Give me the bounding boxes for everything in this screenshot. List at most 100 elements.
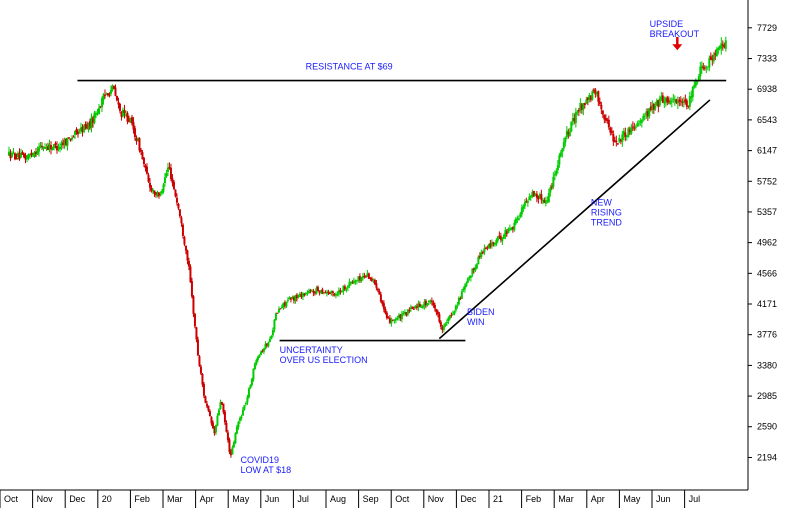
candle-body (643, 115, 646, 117)
candle-body (444, 323, 447, 326)
candle-body (690, 96, 693, 99)
candle-body (100, 98, 103, 108)
candle-body (153, 190, 156, 194)
candle-body (619, 139, 622, 142)
candle-body (159, 194, 162, 196)
x-tick-label: Jun (656, 494, 671, 504)
candle-body (258, 354, 261, 358)
candle-body (325, 292, 328, 294)
candle-body (378, 290, 381, 295)
candle-body (214, 425, 217, 433)
candle-body (601, 110, 604, 115)
candle-body (121, 109, 124, 116)
candle-body (403, 311, 406, 314)
candle-body (309, 290, 312, 292)
candle-body (385, 312, 388, 319)
candle-body (124, 114, 127, 116)
candle-body (615, 140, 618, 142)
candle-body (421, 305, 424, 308)
candle-body (318, 291, 321, 293)
candle-body (208, 411, 211, 417)
candle-body (63, 140, 66, 146)
candle-body (72, 136, 75, 138)
candle-body (472, 268, 475, 270)
candle-body (465, 282, 468, 287)
candle-body (561, 148, 564, 153)
candle-body (267, 342, 270, 347)
candle-body (568, 131, 571, 137)
candle-body (135, 138, 138, 142)
candle-body (183, 237, 186, 245)
candle-body (621, 134, 624, 142)
candle-body (336, 294, 339, 296)
candle-body (64, 138, 67, 145)
candle-body (700, 65, 703, 69)
x-tick-label: Oct (395, 494, 410, 504)
candles-layer (8, 36, 727, 458)
candle-body (358, 276, 361, 281)
y-tick-label: 4171 (757, 299, 777, 309)
candle-body (349, 282, 352, 284)
candle-body (157, 192, 160, 197)
candle-body (216, 415, 219, 426)
candle-body (705, 66, 708, 68)
candle-body (18, 152, 21, 160)
candle-body (105, 93, 108, 95)
candle-body (346, 285, 349, 288)
candle-body (199, 366, 202, 374)
candle-body (715, 49, 718, 57)
candle-body (30, 152, 33, 156)
candle-body (678, 99, 681, 102)
candle-body (361, 276, 364, 279)
candle-body (372, 279, 375, 281)
candle-body (576, 111, 579, 113)
trend-lines-layer (77, 79, 727, 342)
candle-body (655, 100, 658, 106)
candle-body (76, 131, 79, 135)
candle-body (523, 202, 526, 207)
candle-body (301, 293, 304, 297)
candle-body (163, 177, 166, 184)
x-tick-label: Feb (526, 494, 542, 504)
candle-body (471, 268, 474, 275)
candle-body (624, 132, 627, 138)
candle-body (333, 293, 336, 296)
candle-body (67, 137, 70, 139)
candle-body (702, 66, 705, 69)
candle-body (261, 350, 264, 352)
candle-body (642, 115, 645, 120)
candle-body (265, 343, 268, 346)
candle-body (70, 137, 73, 140)
candle-body (240, 416, 243, 419)
y-tick-label: 2194 (757, 452, 777, 462)
candle-body (558, 155, 561, 165)
x-tick-label: Nov (428, 494, 445, 504)
y-tick-label: 7729 (757, 23, 777, 33)
candle-body (60, 143, 63, 146)
candle-body (66, 137, 69, 146)
x-tick-label: Mar (558, 494, 574, 504)
candle-body (28, 154, 31, 156)
candle-body (171, 178, 174, 183)
candle-body (390, 320, 393, 324)
candle-body (573, 118, 576, 122)
candle-body (415, 306, 418, 308)
candle-body (667, 100, 670, 103)
candle-body (517, 217, 520, 220)
candle-body (538, 194, 541, 199)
candle-body (160, 190, 163, 194)
candle-body (10, 152, 13, 157)
candle-body (507, 228, 510, 234)
candle-body (502, 235, 505, 239)
candle-body (319, 290, 322, 293)
candle-body (253, 363, 256, 370)
candle-body (234, 433, 237, 444)
candle-body (474, 267, 477, 271)
candle-body (456, 305, 459, 307)
candle-body (24, 155, 27, 160)
candle-body (436, 311, 439, 315)
candle-body (564, 137, 567, 143)
candle-body (469, 275, 472, 278)
y-tick-label: 6147 (757, 146, 777, 156)
